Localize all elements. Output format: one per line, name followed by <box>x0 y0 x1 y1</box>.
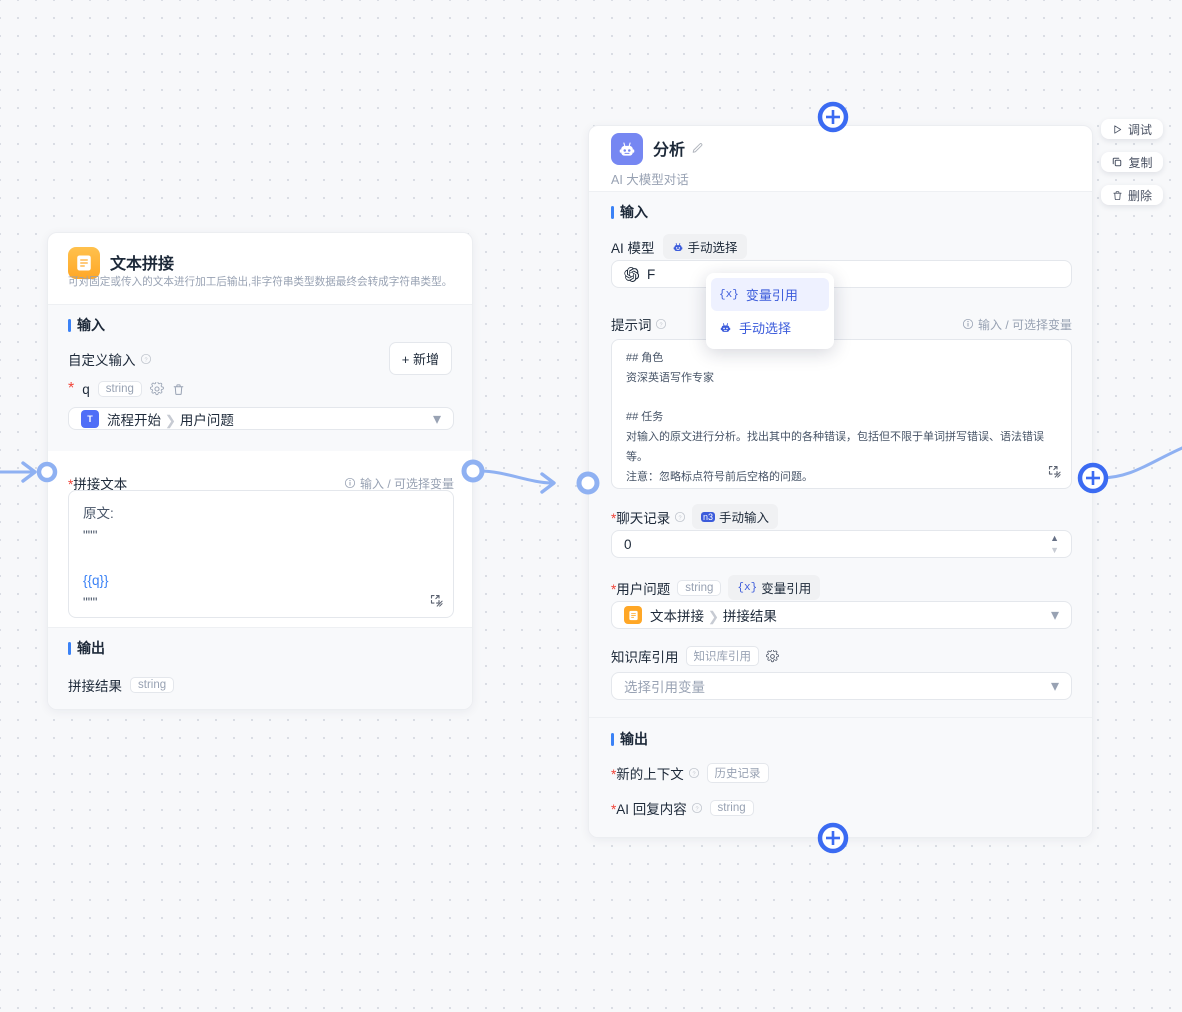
svg-text:?: ? <box>695 806 698 812</box>
svg-text:?: ? <box>679 515 682 521</box>
svg-text:?: ? <box>692 771 695 777</box>
svg-text:?: ? <box>660 322 663 328</box>
svg-text:?: ? <box>144 357 147 363</box>
